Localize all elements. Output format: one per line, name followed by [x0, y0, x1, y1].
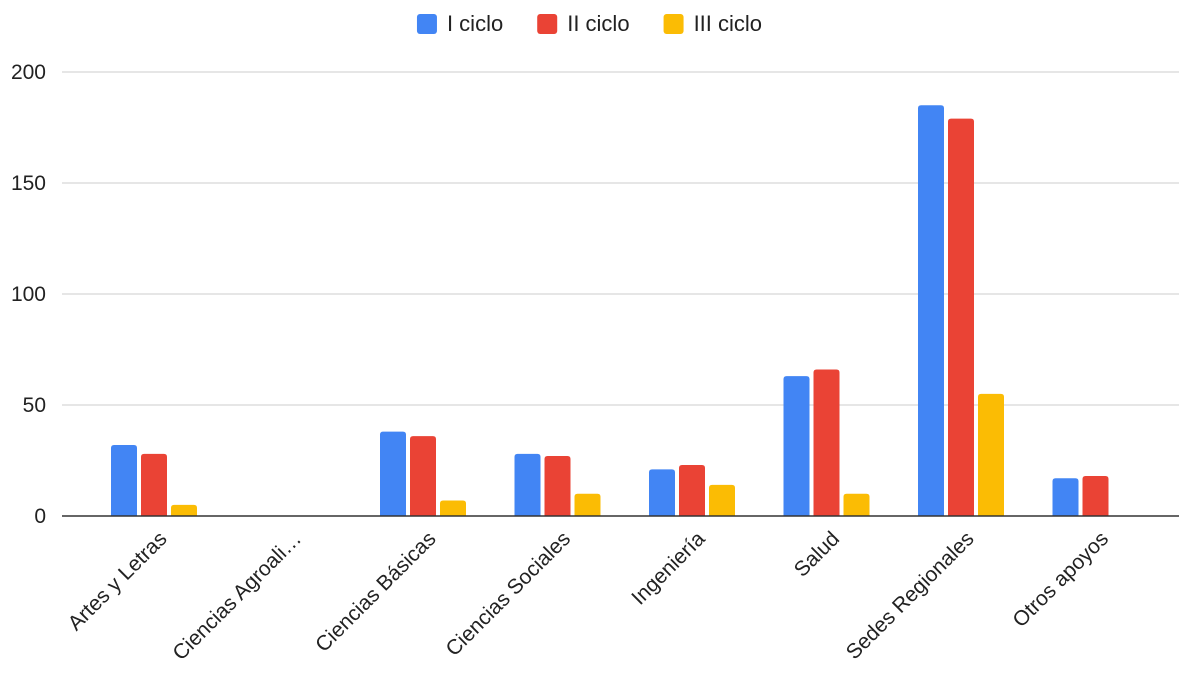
y-tick-label: 50 — [23, 394, 46, 417]
bar-i-ciclo-1 — [111, 444, 137, 516]
y-axis-ticks: 0 50 100 150 200 — [11, 61, 46, 528]
x-tick-label: Salud — [790, 527, 844, 581]
legend-swatch-iii-ciclo — [663, 14, 684, 34]
y-tick-label: 200 — [11, 61, 46, 84]
x-tick-label: Sedes Regionales — [842, 527, 979, 664]
legend: I ciclo II ciclo III ciclo — [416, 11, 762, 36]
legend-label: I ciclo — [447, 11, 503, 36]
bar-i-ciclo-4 — [514, 453, 541, 516]
y-tick-label: 100 — [11, 283, 46, 306]
bar-i-ciclo-8 — [1052, 478, 1079, 516]
bar-iii-ciclo-7 — [978, 393, 1004, 516]
x-tick-label: Ciencias Básicas — [311, 527, 440, 656]
bar-iii-ciclo-5 — [709, 484, 735, 516]
y-tick-label: 0 — [34, 505, 46, 528]
y-tick-label: 150 — [11, 172, 46, 195]
x-tick-label: Ingeniería — [627, 527, 710, 610]
bar-i-ciclo-6 — [783, 376, 810, 516]
bars — [111, 105, 1109, 517]
x-tick-label: Ciencias Agroali… — [168, 527, 306, 665]
x-tick-label: Ciencias Sociales — [442, 527, 575, 660]
bar-iii-ciclo-6 — [843, 493, 870, 516]
x-tick-label: Otros apoyos — [1008, 527, 1113, 632]
x-tick-label: Artes y Letras — [64, 527, 172, 635]
bar-i-ciclo-7 — [918, 105, 944, 517]
legend-label: III ciclo — [694, 11, 762, 36]
bar-ii-ciclo-1 — [141, 453, 167, 516]
bar-iii-ciclo-3 — [440, 500, 466, 516]
legend-swatch-i-ciclo — [416, 14, 437, 34]
bar-ii-ciclo-3 — [410, 436, 436, 516]
bar-i-ciclo-3 — [380, 431, 406, 516]
bar-ii-ciclo-5 — [679, 464, 705, 516]
bar-ii-ciclo-6 — [813, 369, 840, 516]
gridlines — [62, 71, 1179, 406]
bar-ii-ciclo-7 — [948, 118, 974, 517]
bar-i-ciclo-5 — [649, 469, 675, 516]
bar-iii-ciclo-4 — [574, 493, 601, 516]
bar-ii-ciclo-4 — [544, 456, 571, 516]
bar-ii-ciclo-8 — [1082, 476, 1109, 516]
legend-swatch-ii-ciclo — [537, 14, 558, 34]
bar-iii-ciclo-1 — [171, 504, 197, 516]
legend-label: II ciclo — [567, 11, 629, 36]
